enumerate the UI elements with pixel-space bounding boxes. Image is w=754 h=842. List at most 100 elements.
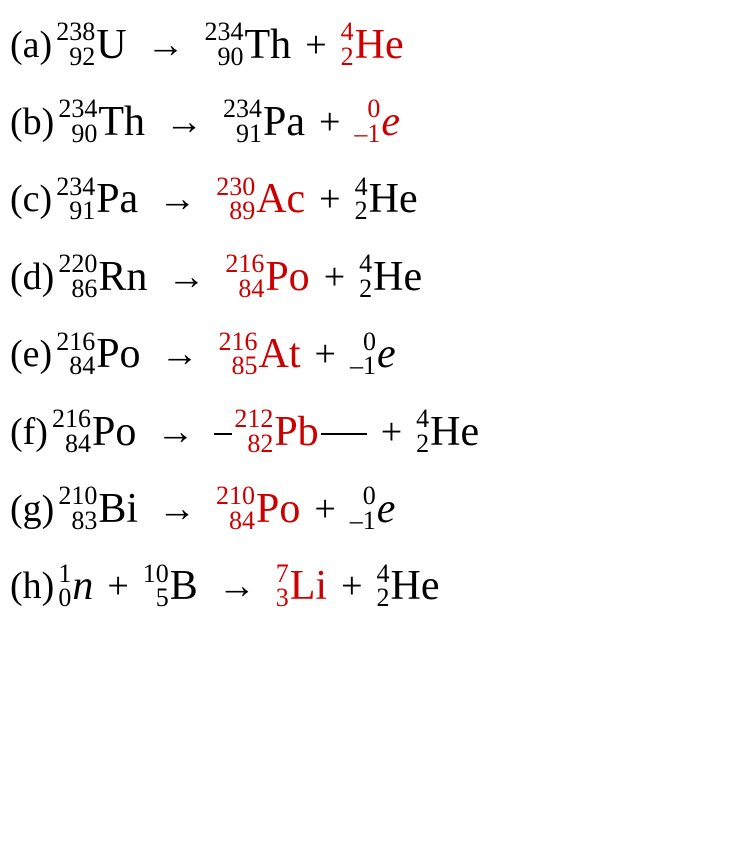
element-symbol: Th [98,101,145,143]
equation-label: (d) [10,258,54,296]
nuclide-numbers: 42 [416,407,429,456]
element-symbol: n [72,565,93,607]
nuclide-numbers: 22086 [58,252,97,301]
nuclide-numbers: 21684 [56,330,95,379]
nuclide: 23490Th [58,97,145,146]
equation-label: (h) [10,567,54,605]
atomic-number: 83 [71,509,97,534]
nuclide-numbers: 23089 [216,175,255,224]
nuclide: 22086Rn [58,252,147,301]
nuclide-numbers: 42 [359,252,372,301]
element-symbol: Po [92,411,136,453]
atomic-number: 84 [65,432,91,457]
nuclide: 23490Th [205,20,292,69]
nuclide: 21685At [219,330,301,379]
nuclide: 21684Po [52,407,136,456]
nuclide: 73Li [276,562,327,611]
atomic-number: 91 [69,199,95,224]
mass-number: 216 [52,407,91,432]
element-symbol: B [170,565,198,607]
nuclide: 0–1e [350,484,396,533]
atomic-number: 92 [69,45,95,70]
nuclide-numbers: 105 [143,562,169,611]
atomic-number: 91 [236,122,262,147]
plus-operator: + [319,103,340,141]
arrow: → [147,26,185,64]
arrow: → [165,103,203,141]
element-symbol: He [373,256,422,298]
atomic-number: –1 [350,354,376,379]
nuclide: 21282Pb [214,407,366,456]
atomic-number: 82 [247,432,273,457]
nuclide: 42He [359,252,422,301]
nuclide: 105B [143,562,198,611]
equation-label: (b) [10,103,54,141]
nuclide-numbers: 23490 [58,97,97,146]
arrow: → [158,180,196,218]
equation-row: (f)21684Po→21282Pb+42He [10,407,744,456]
element-symbol: Rn [98,256,147,298]
mass-number: 234 [205,20,244,45]
plus-operator: + [107,567,128,605]
mass-number: 4 [416,407,429,432]
blank-line [214,429,232,435]
mass-number: 4 [341,20,354,45]
nuclide: 10n [58,562,93,611]
arrow: → [218,567,256,605]
nuclide-numbers: 0–1 [350,330,376,379]
element-symbol: e [377,488,396,530]
atomic-number: 3 [276,586,289,611]
equation-label: (a) [10,26,52,64]
equation-list: (a)23892U→23490Th+42He(b)23490Th→23491Pa… [10,20,744,611]
element-symbol: Po [96,333,140,375]
nuclide-numbers: 23491 [56,175,95,224]
nuclide: 42He [355,175,418,224]
element-symbol: Pa [263,101,305,143]
mass-number: 238 [56,20,95,45]
nuclide-numbers: 21684 [225,252,264,301]
atomic-number: 5 [156,586,169,611]
atomic-number: –1 [350,509,376,534]
nuclide: 21684Po [56,330,140,379]
atomic-number: 84 [229,509,255,534]
nuclide: 23892U [56,20,126,69]
equation-label: (g) [10,490,54,528]
atomic-number: 90 [218,45,244,70]
element-symbol: Po [256,488,300,530]
element-symbol: At [259,333,301,375]
nuclide: 23089Ac [216,175,305,224]
element-symbol: Ac [256,178,305,220]
element-symbol: e [381,101,400,143]
equation-row: (g)21083Bi→21084Po+0–1e [10,484,744,533]
nuclide-numbers: 73 [276,562,289,611]
nuclide-numbers: 0–1 [354,97,380,146]
arrow: → [167,258,205,296]
atomic-number: 2 [359,277,372,302]
element-symbol: He [430,411,479,453]
nuclide-numbers: 42 [377,562,390,611]
plus-operator: + [324,258,345,296]
nuclide-numbers: 21083 [58,484,97,533]
equation-row: (e)21684Po→21685At+0–1e [10,330,744,379]
element-symbol: He [391,565,440,607]
atomic-number: 89 [229,199,255,224]
atomic-number: 85 [232,354,258,379]
atomic-number: 0 [58,586,71,611]
nuclide-numbers: 10 [58,562,71,611]
equation-row: (d)22086Rn→21684Po+42He [10,252,744,301]
element-symbol: He [369,178,418,220]
nuclide-numbers: 21684 [52,407,91,456]
nuclide-numbers: 42 [355,175,368,224]
nuclide: 23491Pa [223,97,305,146]
nuclide-numbers: 23892 [56,20,95,69]
plus-operator: + [305,26,326,64]
atomic-number: 2 [416,432,429,457]
equation-row: (b)23490Th → 23491Pa +0–1e [10,97,744,146]
element-symbol: Bi [98,488,138,530]
atomic-number: 2 [355,199,368,224]
plus-operator: + [341,567,362,605]
nuclide: 0–1e [350,330,396,379]
nuclide: 0–1e [354,97,400,146]
element-symbol: U [96,24,126,66]
equation-label: (e) [10,335,52,373]
